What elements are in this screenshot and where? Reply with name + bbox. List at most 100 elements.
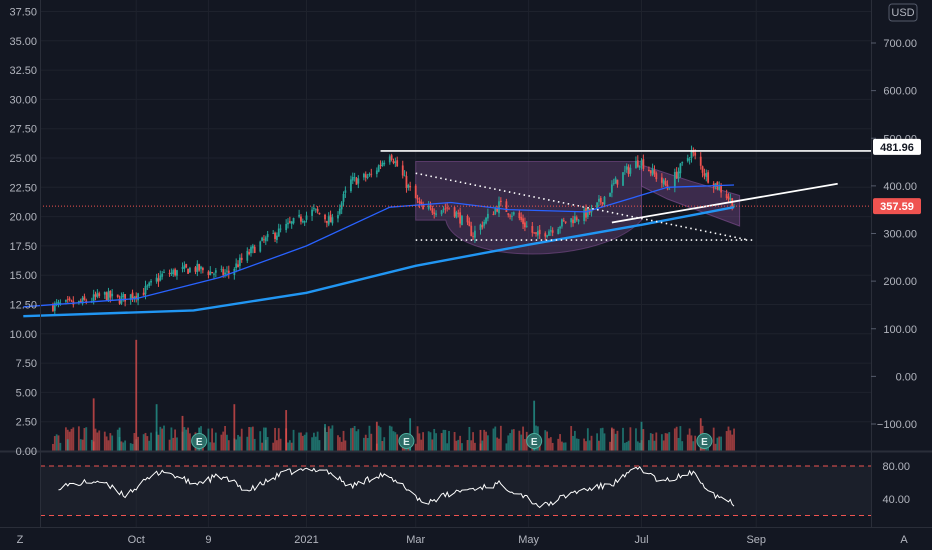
volume-bar [150,432,152,451]
bottom-right-button[interactable]: A [900,534,908,546]
volume-bar [351,427,354,451]
right-price-axis[interactable]: 700.00600.00500.00400.00300.00200.00100.… [871,38,917,431]
candle [610,180,613,198]
candle [461,214,463,226]
candle [327,212,330,227]
earnings-letter: E [403,437,410,448]
candle [350,175,352,193]
volume-bar [366,437,369,451]
candle [616,179,619,188]
volume-bar [486,435,489,451]
candle [105,291,108,301]
volume-bar [590,435,593,451]
price-tags: 481.96 357.59 [873,138,921,215]
left-axis-tick: 30.00 [9,94,37,106]
candle [272,230,275,235]
volume-bar [655,432,658,451]
volume-bar [65,427,67,451]
volume-bar [609,441,611,451]
volume-bar [433,428,436,451]
trend-drawings[interactable] [40,150,871,241]
candle [325,220,328,228]
candle [253,244,256,254]
candle [557,226,560,235]
bottom-left-button[interactable]: Z [17,534,24,546]
candle [627,164,630,177]
volume-bar [648,440,650,451]
volume-bar [240,428,243,451]
time-axis[interactable]: Oct 9 2021 Mar May Jul Sep [128,534,766,546]
volume-bar [250,427,252,451]
volume-bar [551,442,554,451]
volume-bar [629,427,632,451]
volume-bar [675,426,678,451]
volume-spike [479,429,482,451]
ma-slow-line [23,206,735,318]
candle [562,217,565,222]
volume-bar [392,431,395,451]
left-price-axis[interactable]: 37.50 35.00 32.50 30.00 27.50 25.00 22.50 20.00… [9,7,37,459]
candle [305,211,308,223]
volume-bar [170,427,173,451]
left-axis-tick: 25.00 [9,153,37,165]
volume-bar [261,442,263,451]
volume-bar [388,425,391,451]
volume-bar [159,426,162,451]
volume-spike [640,421,643,451]
rsi-axis-tick: 80.00 [882,461,910,473]
currency-badge[interactable]: USD [888,3,918,22]
volume-bar [338,437,341,451]
volume-bar [275,440,278,451]
left-axis-tick: 22.50 [9,182,37,194]
left-axis-tick: 0.00 [16,446,37,458]
volume-bar [77,426,80,451]
candle [407,183,410,191]
volume-spike [155,404,158,451]
volume-bar [207,428,210,451]
candle [209,266,212,276]
candle [673,168,676,193]
volume-bar [183,427,186,451]
candle [277,223,280,237]
volume-bar [85,427,88,451]
volume-bar [362,437,365,451]
candle [201,266,204,274]
candle [266,230,269,242]
candle [524,217,526,232]
candle [240,253,243,263]
grid-lines [40,0,871,527]
left-axis-tick: 2.50 [16,417,37,429]
candle [98,291,101,299]
volume-bar [455,440,458,451]
volume-bar [577,438,580,451]
volume-bar [494,426,497,451]
candle [612,178,615,186]
candle [651,163,654,177]
candle [176,269,178,280]
volume-bar [55,434,58,451]
candle [561,218,563,229]
candle [163,269,165,274]
volume-bar [176,437,178,451]
candle [664,177,667,187]
candle [85,298,88,305]
volume-spike [118,427,121,451]
volume-bar [573,430,576,451]
volume-bar [442,429,445,451]
volume-bar [492,428,495,451]
volume-bar [653,440,656,451]
auto-scale-button-label: A [900,534,908,546]
volume-bar [420,439,423,451]
volume-bar [431,439,434,451]
volume-bar [163,425,165,451]
candle [660,173,663,188]
volume-bar [603,433,606,451]
volume-bar [440,433,443,451]
candle [238,254,241,270]
volume-bar [468,426,471,451]
volume-bar [570,426,573,451]
time-axis-tick: May [518,534,539,546]
candle [679,162,682,178]
